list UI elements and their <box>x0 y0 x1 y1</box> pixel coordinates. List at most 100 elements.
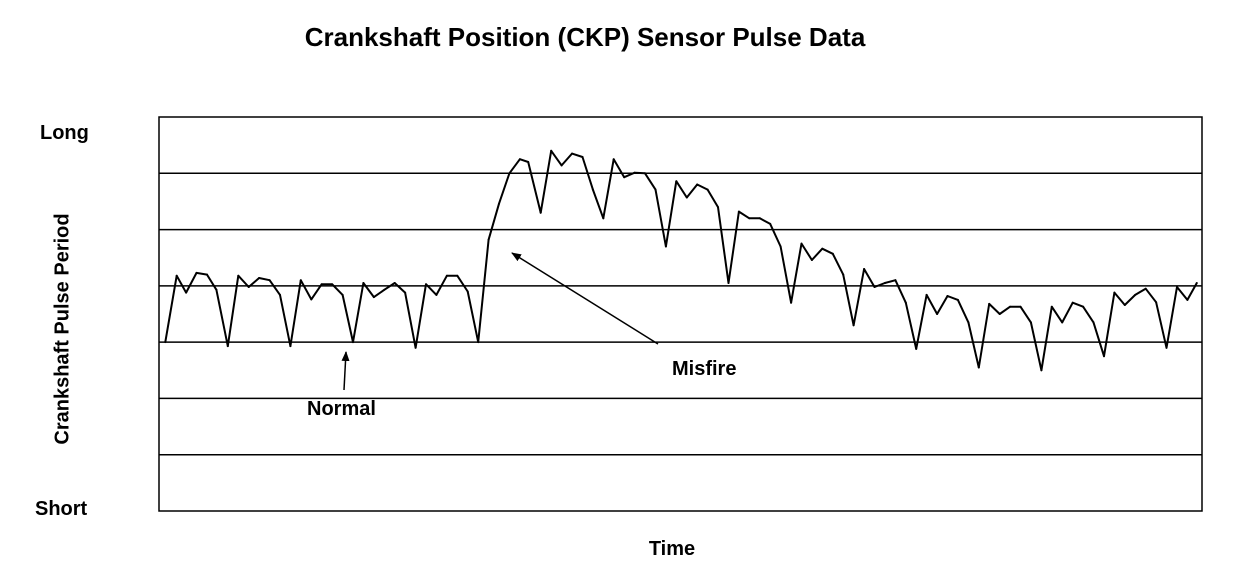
data-point <box>560 164 563 167</box>
data-point <box>1029 321 1032 324</box>
data-point <box>664 245 667 248</box>
data-point <box>831 252 834 255</box>
data-point <box>289 345 292 348</box>
data-point <box>810 259 813 261</box>
data-point <box>612 158 615 161</box>
data-point <box>435 293 438 296</box>
data-point <box>644 172 646 175</box>
data-point <box>1176 286 1178 288</box>
data-point <box>977 366 980 369</box>
data-point <box>518 158 521 161</box>
data-point <box>1082 305 1085 308</box>
data-point <box>1092 321 1095 324</box>
data-point <box>1134 293 1137 296</box>
data-point <box>247 286 250 288</box>
data-point <box>936 313 939 315</box>
gridlines <box>159 172 1202 456</box>
data-point <box>527 161 530 163</box>
data-point <box>1144 287 1147 290</box>
x-axis-label: Time <box>648 538 696 560</box>
data-point <box>591 188 594 191</box>
data-point <box>185 291 188 294</box>
data-point <box>1103 355 1105 358</box>
data-point <box>341 293 344 296</box>
data-point <box>1113 291 1116 294</box>
data-point <box>372 296 375 299</box>
data-point <box>1061 321 1064 324</box>
data-point <box>1019 305 1022 308</box>
data-point <box>1050 305 1053 308</box>
data-point <box>164 341 167 344</box>
data-point <box>706 188 709 191</box>
data-point <box>352 341 354 344</box>
data-point <box>685 196 688 199</box>
data-point <box>1123 304 1126 306</box>
data-point <box>727 282 730 284</box>
data-point <box>226 345 229 348</box>
misfire-arrow <box>511 252 659 345</box>
data-point <box>852 324 855 327</box>
data-point <box>946 295 949 297</box>
data-point <box>320 283 323 286</box>
annotation-normal: Normal <box>307 398 376 420</box>
annotation-misfire: Misfire <box>672 358 737 380</box>
data-point <box>487 238 490 241</box>
data-point <box>237 274 240 277</box>
data-point <box>915 347 918 350</box>
data-point <box>175 274 178 277</box>
data-point <box>1040 369 1043 372</box>
data-point <box>581 156 584 158</box>
data-point <box>633 171 636 174</box>
data-point <box>206 273 208 276</box>
data-point <box>550 149 553 152</box>
data-point <box>1195 282 1198 284</box>
data-point <box>821 247 824 250</box>
data-point <box>383 288 386 291</box>
data-point <box>498 202 500 205</box>
data-point <box>998 313 1001 315</box>
data-point <box>331 283 334 286</box>
data-point <box>215 288 218 291</box>
data-point <box>894 279 897 282</box>
data-point <box>1071 301 1074 304</box>
data-point <box>466 290 469 293</box>
data-point <box>456 274 459 277</box>
data-point <box>1155 301 1158 304</box>
data-point <box>967 321 970 324</box>
data-point <box>1186 298 1189 301</box>
data-point <box>539 211 542 214</box>
data-point <box>508 172 511 175</box>
data-point <box>800 242 803 245</box>
y-axis-top-label: Long <box>40 122 89 144</box>
data-point <box>362 282 365 284</box>
data-point <box>873 286 876 288</box>
data-point <box>904 301 907 304</box>
data-point <box>258 277 261 279</box>
data-point <box>790 301 793 304</box>
data-point <box>863 268 866 270</box>
data-point <box>675 180 678 183</box>
data-point <box>883 282 886 284</box>
data-point <box>425 283 427 286</box>
data-point <box>737 210 740 213</box>
data-point <box>769 222 772 225</box>
data-point <box>988 302 991 305</box>
data-point <box>956 298 959 301</box>
data-point <box>842 273 845 276</box>
data-point <box>445 274 448 277</box>
data-point <box>195 271 198 274</box>
data-point <box>279 293 281 296</box>
data-point <box>602 217 605 220</box>
series-points <box>164 149 1198 372</box>
data-point <box>571 152 573 155</box>
series-line <box>164 149 1198 372</box>
data-point <box>779 245 782 248</box>
data-point <box>696 183 699 186</box>
data-point <box>414 346 417 349</box>
data-point <box>623 176 626 179</box>
data-point <box>299 279 302 282</box>
data-point <box>310 298 313 301</box>
data-point <box>925 293 928 296</box>
y-axis-bottom-label: Short <box>35 498 88 520</box>
